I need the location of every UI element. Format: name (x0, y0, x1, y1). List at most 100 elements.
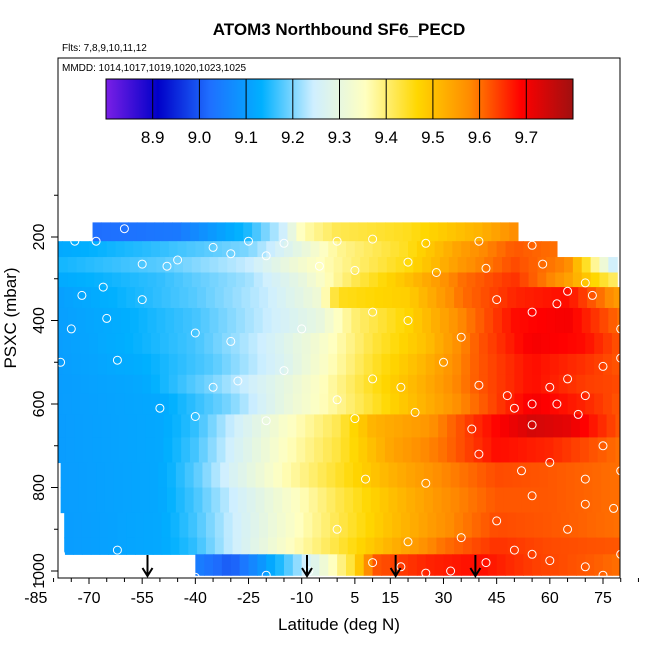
observation-point (431, 268, 441, 277)
heatmap-cell (399, 241, 409, 258)
heatmap-cell (112, 257, 122, 274)
observation-point (580, 391, 590, 401)
heatmap-cell (319, 393, 329, 416)
heatmap-cell (214, 537, 225, 555)
heatmap-cell (285, 537, 296, 555)
heatmap-cell (461, 554, 471, 576)
heatmap-cell (221, 374, 232, 395)
heatmap-cell (540, 374, 551, 395)
heatmap-cell (262, 272, 273, 288)
heatmap-cell (179, 287, 189, 309)
heatmap-cell (262, 307, 273, 334)
heatmap-cell (307, 307, 317, 334)
heatmap-cell (172, 414, 182, 438)
heatmap-cell (97, 353, 108, 376)
observation-point (421, 568, 431, 578)
heatmap-cell (496, 374, 507, 395)
observation-point (403, 257, 413, 267)
heatmap-cell (434, 393, 445, 416)
heatmap-cell (269, 414, 280, 438)
heatmap-cell (351, 257, 361, 274)
heatmap-cell (354, 393, 365, 416)
heatmap-cell (152, 537, 163, 555)
heatmap-cell (395, 272, 406, 288)
heatmap-cell (443, 353, 453, 376)
heatmap-cell (555, 257, 565, 274)
heatmap-cell (287, 222, 297, 242)
heatmap-cell (328, 353, 338, 376)
heatmap-cell (218, 307, 228, 334)
heatmap-cell (296, 437, 306, 464)
heatmap-cell (395, 307, 406, 334)
observation-point (279, 238, 289, 248)
heatmap-cell (505, 374, 515, 395)
heatmap-cell (317, 462, 328, 489)
heatmap-cell (324, 257, 335, 274)
heatmap-cell (308, 462, 319, 489)
heatmap-cell (480, 537, 491, 555)
heatmap-cell (250, 537, 260, 555)
heatmap-layer (58, 393, 620, 416)
heatmap-cell (136, 414, 147, 438)
heatmap-cell (512, 487, 523, 514)
heatmap-cell (301, 353, 312, 376)
heatmap-cell (603, 374, 613, 395)
heatmap-cell (455, 414, 466, 438)
heatmap-cell (415, 487, 425, 514)
heatmap-cell (58, 241, 64, 258)
heatmap-cell (422, 307, 432, 334)
heatmap-cell (408, 333, 418, 355)
heatmap-cell (266, 241, 276, 258)
heatmap-cell (181, 222, 191, 242)
heatmap-cell (252, 437, 262, 464)
colorbar-ticks: 8.9 9.0 9.1 9.2 9.3 9.4 9.5 9.6 9.7 (141, 79, 538, 147)
heatmap-cell (381, 554, 391, 576)
heatmap-cell (356, 537, 367, 555)
observation-point (492, 516, 502, 526)
heatmap-cell (315, 307, 326, 334)
heatmap-cell (540, 353, 551, 376)
heatmap-cell (346, 333, 356, 355)
heatmap-cell (471, 287, 482, 309)
heatmap-cell (425, 353, 436, 376)
heatmap-cell (179, 512, 189, 539)
heatmap-cell (255, 462, 266, 489)
heatmap-cell (159, 374, 170, 395)
heatmap-cell (89, 241, 99, 258)
heatmap-cell (292, 333, 303, 355)
heatmap-cell (569, 512, 579, 539)
heatmap-cell (177, 333, 188, 355)
heatmap-cell (337, 374, 347, 395)
heatmap-layer (58, 257, 618, 274)
heatmap-cell (124, 353, 134, 376)
heatmap-cell (80, 241, 90, 258)
observation-point (616, 353, 620, 363)
heatmap-cell (560, 537, 570, 555)
observation-point (244, 236, 253, 246)
heatmap-cell (71, 353, 81, 376)
heatmap-cell (358, 437, 368, 464)
heatmap-cell (431, 272, 441, 288)
observation-point (439, 357, 448, 367)
heatmap-cell (358, 414, 368, 438)
heatmap-cell (248, 333, 258, 355)
heatmap-cell (514, 374, 524, 395)
heatmap-cell (615, 414, 620, 438)
heatmap-cell (519, 307, 530, 334)
heatmap-cell (211, 487, 221, 514)
heatmap-cell (556, 487, 567, 514)
heatmap-cell (351, 307, 361, 334)
colorbar-tick-label: 9.2 (281, 128, 305, 147)
heatmap-cell (149, 462, 159, 489)
observation-point (190, 328, 200, 338)
heatmap-cell (197, 287, 207, 309)
heatmap-cell (312, 512, 322, 539)
heatmap-cell (525, 537, 535, 555)
heatmap-cell (507, 537, 517, 555)
heatmap-cell (205, 537, 216, 555)
heatmap-cell (220, 462, 230, 489)
heatmap-cell (283, 374, 294, 395)
heatmap-cell (448, 272, 459, 288)
heatmap-cell (505, 353, 515, 376)
x-tick-label: -55 (131, 590, 154, 607)
